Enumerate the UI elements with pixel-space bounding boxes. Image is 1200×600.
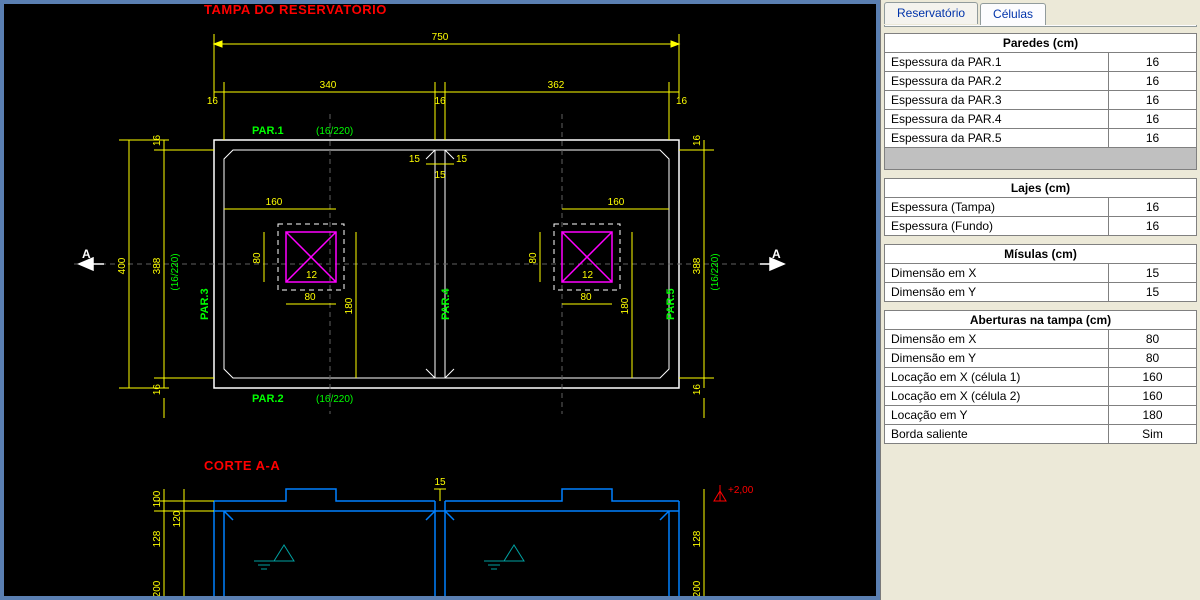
- group-aberturas-header: Aberturas na tampa (cm): [884, 310, 1197, 330]
- svg-text:16: 16: [434, 96, 446, 107]
- row-value[interactable]: Sim: [1109, 425, 1197, 444]
- group-misulas-header: Mísulas (cm): [884, 244, 1197, 264]
- tab-strip: [884, 25, 1197, 27]
- svg-text:100: 100: [152, 490, 163, 507]
- row-label: Locação em Y: [884, 406, 1109, 425]
- svg-text:(16/220): (16/220): [170, 253, 181, 290]
- svg-text:16: 16: [692, 384, 703, 396]
- row-value[interactable]: 16: [1109, 53, 1197, 72]
- svg-text:PAR.2: PAR.2: [252, 393, 284, 405]
- svg-text:15: 15: [434, 477, 446, 488]
- svg-text:(16/220): (16/220): [316, 394, 353, 405]
- row-value[interactable]: 16: [1109, 110, 1197, 129]
- svg-text:200: 200: [692, 580, 703, 596]
- svg-text:340: 340: [320, 80, 337, 91]
- svg-text:15: 15: [456, 154, 468, 165]
- row-label: Dimensão em Y: [884, 349, 1109, 368]
- group-lajes: Lajes (cm) Espessura (Tampa)16 Espessura…: [884, 178, 1197, 236]
- row-label: Espessura da PAR.4: [884, 110, 1109, 129]
- tabs: Reservatório Células: [884, 2, 1197, 24]
- row-label: Espessura da PAR.2: [884, 72, 1109, 91]
- svg-text:(16/220): (16/220): [316, 126, 353, 137]
- section-svg: +2,00 100 128 200 120 128 200 15: [4, 449, 876, 596]
- properties-panel: Reservatório Células Paredes (cm) Espess…: [880, 0, 1200, 600]
- row-label: Espessura (Fundo): [884, 217, 1109, 236]
- svg-text:180: 180: [344, 297, 355, 314]
- row-value[interactable]: 180: [1109, 406, 1197, 425]
- svg-text:PAR.3: PAR.3: [199, 288, 211, 320]
- group-misulas: Mísulas (cm) Dimensão em X15 Dimensão em…: [884, 244, 1197, 302]
- row-value[interactable]: 16: [1109, 217, 1197, 236]
- row-value[interactable]: 15: [1109, 264, 1197, 283]
- svg-text:362: 362: [548, 80, 565, 91]
- svg-text:16: 16: [676, 96, 688, 107]
- svg-text:PAR.1: PAR.1: [252, 125, 284, 137]
- svg-text:15: 15: [434, 170, 446, 181]
- row-value[interactable]: 80: [1109, 349, 1197, 368]
- group-lajes-header: Lajes (cm): [884, 178, 1197, 198]
- plan-svg: 750 340 362 16 16 16 160 160 80 80 12 12…: [4, 4, 876, 434]
- svg-text:16: 16: [692, 134, 703, 146]
- row-label: Dimensão em X: [884, 330, 1109, 349]
- svg-text:A: A: [82, 247, 91, 261]
- tab-reservatorio[interactable]: Reservatório: [884, 2, 978, 24]
- svg-text:80: 80: [304, 292, 316, 303]
- svg-text:128: 128: [692, 530, 703, 547]
- cad-frame: TAMPA DO RESERVATÓRIO CORTE A-A: [0, 0, 880, 600]
- row-value[interactable]: 80: [1109, 330, 1197, 349]
- svg-text:(16/220): (16/220): [710, 253, 721, 290]
- group-paredes-header: Paredes (cm): [884, 33, 1197, 53]
- svg-text:80: 80: [528, 252, 539, 264]
- svg-text:PAR.5: PAR.5: [665, 288, 677, 320]
- row-value[interactable]: 16: [1109, 129, 1197, 148]
- svg-text:16: 16: [152, 384, 163, 396]
- row-value[interactable]: 160: [1109, 368, 1197, 387]
- row-value[interactable]: 15: [1109, 283, 1197, 302]
- row-label: Espessura (Tampa): [884, 198, 1109, 217]
- svg-text:+2,00: +2,00: [728, 485, 754, 496]
- cad-viewport[interactable]: TAMPA DO RESERVATÓRIO CORTE A-A: [4, 4, 876, 596]
- svg-text:15: 15: [409, 154, 421, 165]
- svg-text:16: 16: [207, 96, 219, 107]
- row-value[interactable]: 160: [1109, 387, 1197, 406]
- svg-text:388: 388: [152, 257, 163, 274]
- svg-text:388: 388: [692, 257, 703, 274]
- group-gap: [884, 148, 1197, 170]
- svg-text:180: 180: [620, 297, 631, 314]
- svg-text:A: A: [772, 247, 781, 261]
- svg-text:12: 12: [306, 270, 318, 281]
- row-label: Espessura da PAR.1: [884, 53, 1109, 72]
- row-label: Espessura da PAR.3: [884, 91, 1109, 110]
- row-value[interactable]: 16: [1109, 91, 1197, 110]
- row-label: Locação em X (célula 1): [884, 368, 1109, 387]
- row-label: Locação em X (célula 2): [884, 387, 1109, 406]
- svg-text:PAR.4: PAR.4: [440, 288, 452, 320]
- row-value[interactable]: 16: [1109, 198, 1197, 217]
- svg-text:16: 16: [152, 134, 163, 146]
- svg-text:120: 120: [172, 510, 183, 527]
- row-label: Dimensão em Y: [884, 283, 1109, 302]
- row-label: Dimensão em X: [884, 264, 1109, 283]
- group-aberturas: Aberturas na tampa (cm) Dimensão em X80 …: [884, 310, 1197, 444]
- row-label: Espessura da PAR.5: [884, 129, 1109, 148]
- svg-text:160: 160: [608, 197, 625, 208]
- svg-text:80: 80: [580, 292, 592, 303]
- svg-text:750: 750: [432, 32, 449, 43]
- tab-celulas[interactable]: Células: [980, 3, 1046, 25]
- row-label: Borda saliente: [884, 425, 1109, 444]
- svg-text:128: 128: [152, 530, 163, 547]
- svg-text:12: 12: [582, 270, 594, 281]
- svg-text:200: 200: [152, 580, 163, 596]
- svg-text:160: 160: [266, 197, 283, 208]
- group-paredes: Paredes (cm) Espessura da PAR.116 Espess…: [884, 33, 1197, 170]
- svg-text:400: 400: [117, 257, 128, 274]
- row-value[interactable]: 16: [1109, 72, 1197, 91]
- svg-text:80: 80: [252, 252, 263, 264]
